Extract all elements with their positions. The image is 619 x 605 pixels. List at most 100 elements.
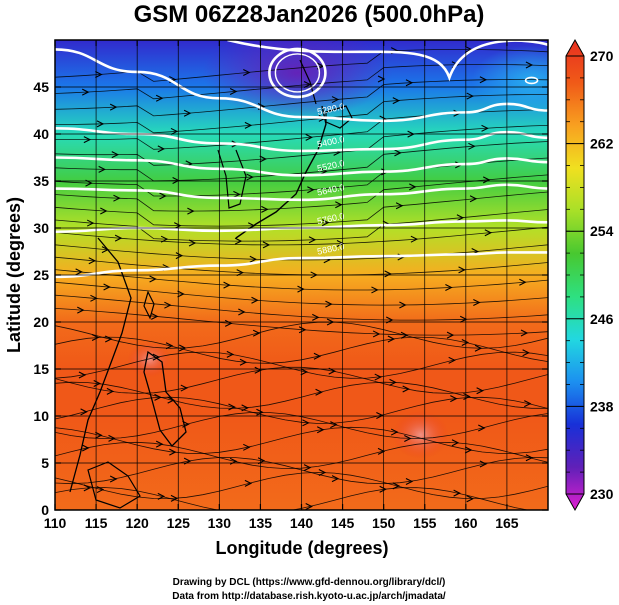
- coastline-japan: [235, 105, 327, 239]
- streamline-arrow: [456, 214, 465, 222]
- streamline-arrow: [157, 145, 166, 153]
- streamline-arrow: [159, 192, 167, 200]
- x-axis-ticks: 110 115 120 125 130 135 140 145 150 155 160 165: [44, 40, 519, 531]
- streamline-arrow: [379, 485, 387, 493]
- colorbar-tick-label: 238: [590, 398, 614, 414]
- streamline-arrow: [238, 308, 246, 316]
- streamline-arrow: [93, 379, 101, 387]
- y-tick-label: 40: [33, 126, 49, 142]
- x-tick-label: 130: [208, 515, 232, 531]
- streamline-arrow: [384, 270, 392, 278]
- credit-drawing: Drawing by DCL (https://www.gfd-dennou.o…: [173, 577, 446, 588]
- streamline-arrow: [374, 373, 382, 381]
- low-closed-contour: [268, 47, 327, 99]
- streamline-arrow: [252, 329, 261, 337]
- streamline-arrow: [149, 275, 157, 283]
- x-tick-label: 140: [290, 515, 314, 531]
- streamline-arrow: [261, 205, 269, 213]
- x-tick-label: 150: [372, 515, 396, 531]
- streamline-arrow: [262, 241, 271, 249]
- coastline-asia: [69, 237, 132, 493]
- streamline-arrow: [410, 235, 419, 243]
- streamline-arrow: [170, 494, 179, 502]
- streamline-arrow: [484, 229, 493, 237]
- streamline-arrow: [525, 61, 534, 69]
- streamline-arrow: [169, 448, 177, 456]
- streamline-arrow: [83, 136, 92, 144]
- streamline-arrow: [307, 186, 315, 194]
- streamline-arrow: [453, 489, 461, 497]
- streamline-arrow: [174, 222, 182, 230]
- streamline-arrow: [98, 165, 106, 173]
- streamline-arrow: [108, 434, 116, 442]
- streamline-arrow: [392, 482, 401, 490]
- streamline-arrow: [445, 283, 453, 291]
- streamline-arrow: [228, 403, 236, 411]
- streamline-arrow: [394, 149, 402, 157]
- streamline-arrow: [244, 479, 253, 487]
- streamline-arrow: [300, 368, 309, 376]
- streamline-arrow: [399, 301, 407, 309]
- streamline-arrow: [409, 183, 417, 191]
- streamline-arrow: [164, 301, 172, 309]
- x-tick-label: 155: [413, 515, 437, 531]
- streamline-arrow: [336, 240, 345, 248]
- height-contour-line: [55, 183, 548, 202]
- streamline-arrow: [466, 495, 474, 503]
- y-tick-label: 15: [33, 361, 49, 377]
- y-tick-label: 20: [33, 314, 49, 330]
- colorbar-ticks: 230 238 246 254 262 270: [566, 48, 614, 502]
- streamline-arrow: [183, 109, 192, 117]
- streamline-arrow: [254, 366, 263, 374]
- streamline-arrow: [109, 103, 118, 111]
- streamline-arrow: [96, 120, 105, 128]
- credit-data-source: Data from http://database.rish.kyoto-u.a…: [172, 591, 446, 602]
- streamline-arrow: [479, 460, 488, 468]
- colorbar-tick-label: 230: [590, 486, 614, 502]
- streamline-arrow: [469, 195, 478, 203]
- streamline-arrow: [377, 75, 386, 83]
- streamline-arrow: [404, 434, 412, 442]
- streamline-arrow: [114, 234, 123, 242]
- streamline-arrow: [474, 344, 483, 352]
- streamline-arrow: [302, 419, 310, 427]
- coastlines: [69, 59, 353, 509]
- streamline-arrow: [402, 385, 410, 393]
- streamline-arrow: [243, 69, 251, 77]
- streamline-arrow: [259, 155, 267, 163]
- streamline-arrow: [90, 294, 98, 302]
- streamline-arrow: [482, 176, 491, 184]
- colorbar-tick-label: 270: [590, 48, 614, 64]
- streamline-arrow: [170, 127, 179, 135]
- streamline-arrow: [86, 219, 95, 227]
- streamline-arrow: [77, 306, 85, 314]
- streamline-arrow: [243, 443, 251, 451]
- streamline-arrow: [95, 431, 103, 439]
- streamline-arrow: [313, 352, 322, 360]
- streamline-arrow: [236, 269, 244, 277]
- streamline-arrow: [223, 281, 231, 289]
- streamline-arrow: [325, 300, 333, 308]
- streamline-arrow: [312, 313, 320, 321]
- x-tick-label: 165: [495, 515, 519, 531]
- colorbar-tick-label: 246: [590, 311, 614, 327]
- streamline-arrow: [458, 266, 466, 274]
- y-axis-ticks: 0 5 10 15 20 25 30 35 40 45: [33, 79, 548, 518]
- y-tick-label: 25: [33, 267, 49, 283]
- streamline-arrow: [81, 444, 90, 452]
- streamline-arrow: [155, 94, 164, 102]
- grid-lines: [55, 40, 548, 510]
- streamline-arrow: [405, 79, 414, 87]
- streamline-arrow: [481, 124, 489, 132]
- streamline-arrow: [308, 236, 317, 244]
- streamline-arrow: [78, 371, 87, 379]
- streamline-arrow: [155, 440, 164, 448]
- streamline-arrow: [178, 344, 187, 352]
- streamline-arrow: [331, 96, 340, 104]
- streamline-arrow: [251, 296, 259, 304]
- streamline-arrow: [298, 326, 307, 334]
- y-axis-title: Latitude (degrees): [4, 197, 24, 353]
- colorbar: 230 238 246 254 262 270: [565, 38, 614, 512]
- streamline-arrow: [175, 252, 184, 260]
